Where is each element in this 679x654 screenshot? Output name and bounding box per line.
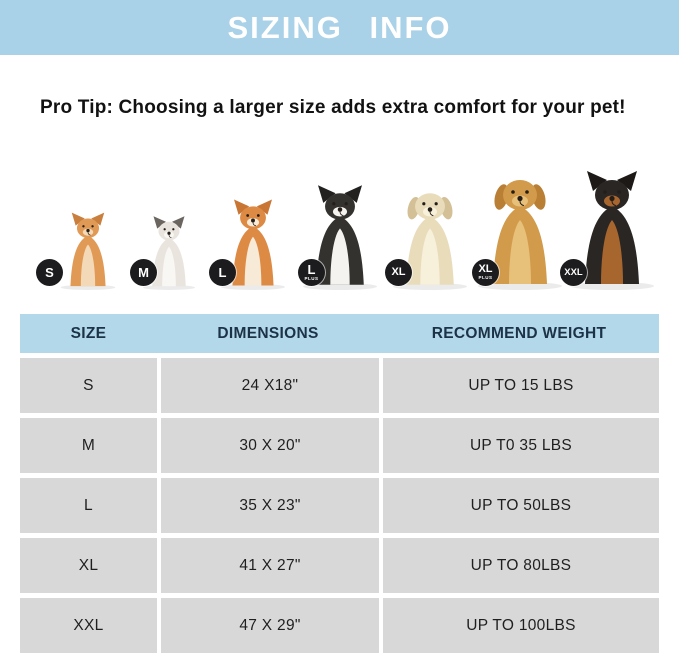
table-row-size-l: L 35 X 23" UP TO 50LBS [20, 478, 659, 533]
size-table-header: SIZE DIMENSIONS RECOMMEND WEIGHT [20, 314, 659, 353]
table-row-size-xl: XL 41 X 27" UP TO 80LBS [20, 538, 659, 593]
size-badge-xxl: XXL [560, 259, 587, 286]
size-cell: XXL [20, 598, 157, 653]
size-badge-label: L [307, 262, 316, 278]
column-header-recommend-weight: RECOMMEND WEIGHT [431, 324, 607, 342]
size-badge-m: M [130, 259, 157, 286]
weight-cell: UP TO 100LBS [383, 598, 659, 653]
dimensions-cell: 47 X 29" [161, 598, 379, 653]
dogs-row: S M L [0, 140, 679, 300]
size-badge-l: L [209, 259, 236, 286]
size-cell: XL [20, 538, 157, 593]
size-badge-label: L [218, 265, 227, 280]
size-badge-xl-plus: XL PLUS [472, 259, 499, 286]
dog-photo-pomeranian [52, 212, 124, 290]
dog-photo-shiba-inu [215, 182, 291, 290]
pro-tip-text: Pro Tip: Choosing a larger size adds ext… [40, 97, 626, 118]
size-cell: M [20, 418, 157, 473]
dog-photo-border-collie [296, 166, 384, 290]
table-row-size-s: S 24 X18" UP TO 15 LBS [20, 358, 659, 413]
column-header-size: SIZE [70, 324, 107, 342]
size-badge-xl: XL [385, 259, 412, 286]
size-table-body: S 24 X18" UP TO 15 LBS M 30 X 20" UP T0 35 LB… [20, 358, 659, 653]
title-banner: SIZING INFO [0, 0, 679, 55]
dimensions-cell: 35 X 23" [161, 478, 379, 533]
size-badge-label: XL [391, 266, 406, 278]
weight-cell: UP TO 15 LBS [383, 358, 659, 413]
dog-photo-labrador [386, 166, 474, 290]
dog-photo-golden-retriever [470, 154, 570, 290]
size-cell: S [20, 358, 157, 413]
table-row-size-xxl: XXL 47 X 29" UP TO 100LBS [20, 598, 659, 653]
weight-cell: UP TO 80LBS [383, 538, 659, 593]
dimensions-cell: 41 X 27" [161, 538, 379, 593]
column-header-dimensions: DIMENSIONS [217, 324, 319, 342]
size-badge-label: XXL [564, 266, 583, 278]
dimensions-cell: 30 X 20" [161, 418, 379, 473]
size-badge-l-plus: L PLUS [298, 259, 325, 286]
size-badge-s: S [36, 259, 63, 286]
size-cell: L [20, 478, 157, 533]
weight-cell: UP TO 50LBS [383, 478, 659, 533]
size-badge-label: M [138, 265, 149, 280]
size-badge-sublabel: PLUS [478, 275, 493, 281]
table-row-size-m: M 30 X 20" UP T0 35 LBS [20, 418, 659, 473]
size-table: SIZE DIMENSIONS RECOMMEND WEIGHT S 24 X18" U… [20, 314, 659, 653]
weight-cell: UP T0 35 LBS [383, 418, 659, 473]
size-badge-label: XL [478, 263, 493, 276]
page-title: SIZING INFO [227, 9, 452, 45]
size-badge-label: S [45, 265, 54, 280]
dog-photo-doberman [562, 142, 662, 290]
dog-photo-french-bulldog [138, 202, 200, 290]
dimensions-cell: 24 X18" [161, 358, 379, 413]
size-badge-sublabel: PLUS [304, 276, 319, 282]
